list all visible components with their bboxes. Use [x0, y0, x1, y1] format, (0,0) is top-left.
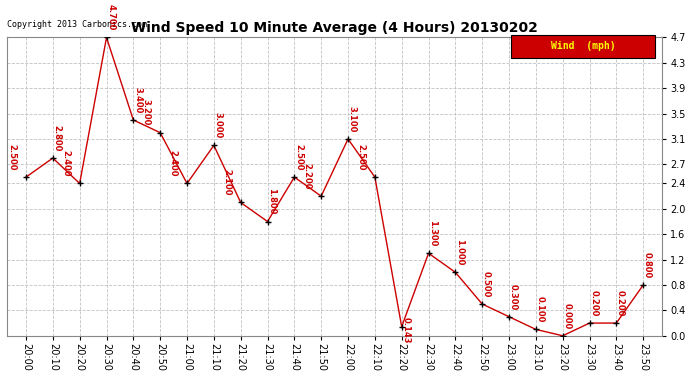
Text: 0.200: 0.200 [589, 290, 598, 316]
Text: 2.500: 2.500 [8, 144, 17, 170]
Text: 0.100: 0.100 [535, 296, 544, 322]
Text: 0.200: 0.200 [616, 290, 625, 316]
Text: 0.000: 0.000 [562, 303, 571, 329]
Text: 1.800: 1.800 [267, 188, 276, 214]
Text: 0.800: 0.800 [643, 252, 652, 278]
Text: 1.000: 1.000 [455, 239, 464, 266]
Text: 0.500: 0.500 [482, 271, 491, 297]
Text: Copyright 2013 Carbonics.com: Copyright 2013 Carbonics.com [7, 20, 147, 28]
Title: Wind Speed 10 Minute Average (4 Hours) 20130202: Wind Speed 10 Minute Average (4 Hours) 2… [131, 21, 538, 35]
Text: 4.700: 4.700 [106, 4, 115, 30]
Text: 0.143: 0.143 [402, 317, 411, 344]
Text: 1.300: 1.300 [428, 220, 437, 246]
Text: 3.100: 3.100 [348, 106, 357, 132]
Text: 2.200: 2.200 [303, 163, 312, 189]
Text: 2.400: 2.400 [168, 150, 177, 177]
Text: 3.000: 3.000 [213, 112, 222, 138]
Text: 2.100: 2.100 [222, 169, 231, 195]
Text: 3.400: 3.400 [133, 87, 142, 113]
Text: Wind  (mph): Wind (mph) [551, 41, 615, 51]
Text: 2.400: 2.400 [61, 150, 70, 177]
Text: 0.300: 0.300 [509, 284, 518, 310]
FancyBboxPatch shape [511, 34, 656, 58]
Text: 2.500: 2.500 [357, 144, 366, 170]
Text: 2.800: 2.800 [52, 125, 61, 151]
Text: 2.500: 2.500 [294, 144, 303, 170]
Text: 3.200: 3.200 [141, 99, 151, 126]
